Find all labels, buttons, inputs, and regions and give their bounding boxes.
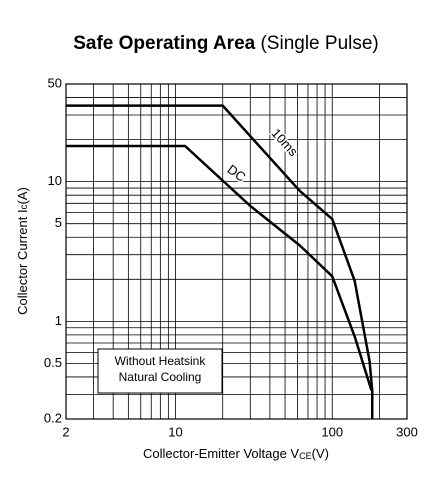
annotation-line: Natural Cooling	[119, 370, 202, 384]
x-label-sub: CE	[299, 451, 312, 461]
annotation-line: Without Heatsink	[115, 354, 207, 368]
x-tick-label: 300	[396, 424, 418, 439]
y-tick-label: 50	[48, 75, 62, 90]
chart-title: Safe Operating Area (Single Pulse)	[73, 33, 379, 54]
title: Safe Operating Area	[73, 33, 255, 54]
x-tick-label: 100	[321, 424, 343, 439]
y-axis-label: Collector Current Ic(A)	[15, 187, 30, 315]
y-tick-label: 5	[55, 215, 62, 230]
x-tick-label: 2	[62, 424, 69, 439]
series-line	[66, 104, 374, 419]
y-tick-label: 10	[48, 173, 62, 188]
y-label-sub: c	[19, 204, 30, 209]
plot-frame	[65, 83, 408, 420]
annotation-box	[97, 348, 223, 394]
y-tick-label: 0.5	[44, 355, 62, 370]
x-label-text: Collector-Emitter Voltage V	[143, 446, 299, 461]
y-label-text: Collector Current I	[15, 209, 30, 314]
series-line	[66, 144, 373, 391]
y-tick-label: 1	[55, 313, 62, 328]
y-tick-label: 0.2	[44, 410, 62, 425]
subtitle: (Single Pulse)	[260, 33, 378, 54]
y-label-suffix: (A)	[15, 187, 30, 204]
x-axis-label: Collector-Emitter Voltage VCE(V)	[143, 446, 329, 461]
x-label-suffix: (V)	[312, 446, 329, 461]
x-tick-label: 10	[168, 424, 182, 439]
